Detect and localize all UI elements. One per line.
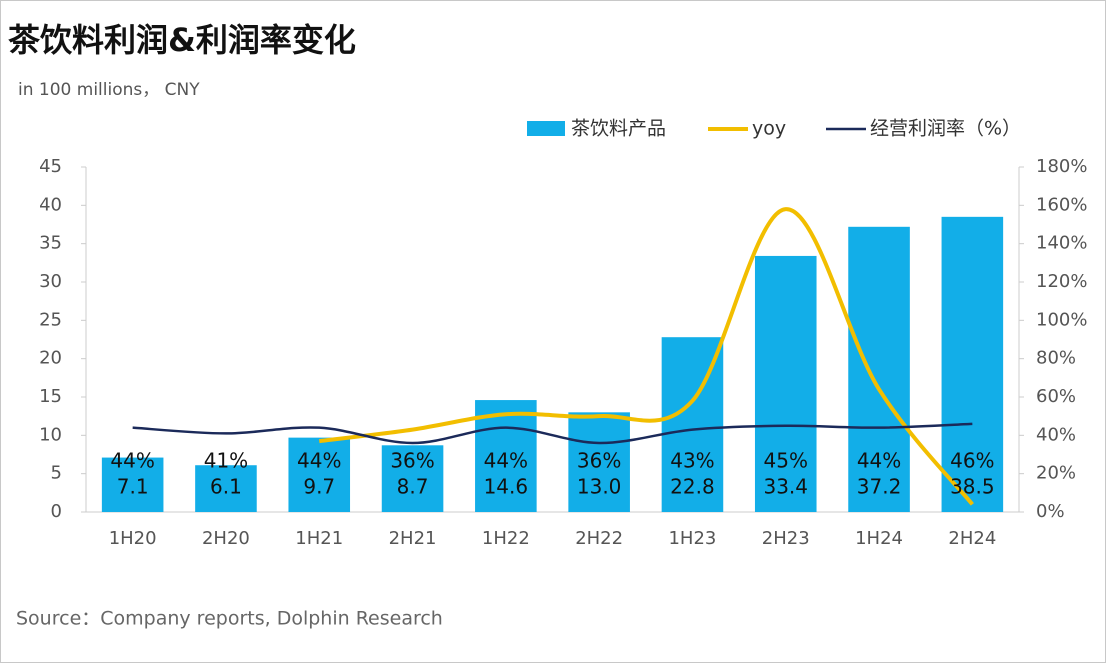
data-label: 41% <box>204 449 248 473</box>
data-label: 6.1 <box>210 475 242 499</box>
bar <box>475 400 537 512</box>
y2-tick-label: 20% <box>1036 463 1076 484</box>
bar <box>101 457 164 512</box>
y2-tick-label: 100% <box>1036 309 1087 330</box>
data-label: 45% <box>764 449 808 473</box>
bar <box>568 412 630 512</box>
data-label: 36% <box>390 449 434 473</box>
data-label: 7.1 <box>117 475 149 499</box>
data-label: 22.8 <box>670 475 715 499</box>
y2-tick-label: 0% <box>1036 501 1065 522</box>
y-tick-label: 20 <box>39 348 62 369</box>
y-tick-label: 45 <box>39 156 62 177</box>
y2-tick-label: 140% <box>1036 233 1087 254</box>
y2-tick-label: 160% <box>1036 194 1087 215</box>
x-tick-label: 1H23 <box>668 528 716 549</box>
y-tick-label: 0 <box>51 501 62 522</box>
data-label: 44% <box>484 449 528 473</box>
y2-tick-label: 40% <box>1036 424 1076 445</box>
x-tick-label: 2H23 <box>762 528 810 549</box>
y2-tick-label: 180% <box>1036 156 1087 177</box>
line <box>132 422 973 445</box>
data-label: 43% <box>670 449 714 473</box>
data-label: 14.6 <box>484 475 529 499</box>
bar <box>754 255 817 512</box>
bar <box>848 226 910 513</box>
x-tick-label: 2H21 <box>389 528 437 549</box>
y2-tick-label: 120% <box>1036 271 1087 292</box>
data-label: 13.0 <box>577 475 622 499</box>
chart-title: 茶饮料利润&利润率变化 <box>8 21 356 59</box>
y-tick-label: 30 <box>39 271 62 292</box>
data-label: 8.7 <box>397 475 429 499</box>
source: Source：Company reports, Dolphin Research <box>16 608 443 630</box>
y-tick-label: 10 <box>39 424 62 445</box>
bar <box>195 465 257 512</box>
x-tick-label: 1H20 <box>109 528 157 549</box>
y-tick-label: 25 <box>39 309 62 330</box>
y-tick-label: 5 <box>51 463 62 484</box>
y-tick-label: 15 <box>39 386 62 407</box>
x-tick-label: 2H20 <box>202 528 250 549</box>
x-tick-label: 1H22 <box>482 528 530 549</box>
y-tick-label: 40 <box>39 194 62 215</box>
y2-tick-label: 80% <box>1036 348 1076 369</box>
bar <box>288 437 351 512</box>
data-label: 38.5 <box>950 475 995 499</box>
legend-label: yoy <box>752 118 786 140</box>
data-label: 37.2 <box>857 475 902 499</box>
data-label: 33.4 <box>763 475 808 499</box>
data-label: 46% <box>950 449 994 473</box>
legend-label: 经营利润率（%） <box>870 118 1021 140</box>
data-label: 36% <box>577 449 621 473</box>
subtitle: in 100 millions， CNY <box>18 80 200 100</box>
data-label: 44% <box>297 449 341 473</box>
bar <box>381 445 444 512</box>
data-label: 44% <box>857 449 901 473</box>
legend-swatch <box>527 121 565 136</box>
legend-label: 茶饮料产品 <box>571 118 666 140</box>
line <box>319 207 974 506</box>
x-tick-label: 2H22 <box>575 528 623 549</box>
x-tick-label: 1H24 <box>855 528 903 549</box>
data-label: 44% <box>110 449 154 473</box>
y-tick-label: 35 <box>39 233 62 254</box>
x-tick-label: 2H24 <box>948 528 996 549</box>
data-label: 9.7 <box>303 475 335 499</box>
bar <box>941 216 1004 513</box>
y2-tick-label: 60% <box>1036 386 1076 407</box>
x-tick-label: 1H21 <box>295 528 343 549</box>
